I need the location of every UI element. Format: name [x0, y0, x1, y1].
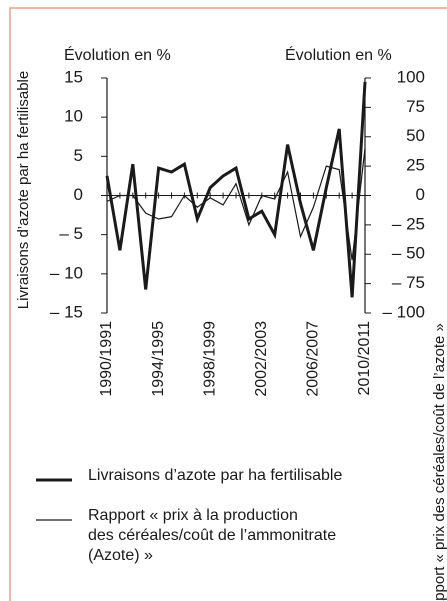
- y2-tick-label: – 100: [382, 302, 425, 321]
- x-tick-label: 1990/1991: [98, 321, 115, 397]
- y2-tick-label: 0: [416, 185, 425, 204]
- y-axis-label: Livraisons d’azote par ha fertilisable: [15, 71, 32, 309]
- y-tick-label: 5: [74, 146, 83, 165]
- series-line: [106, 148, 366, 261]
- x-tick-label: 2006/2007: [305, 321, 322, 397]
- x-tick-label: 2010/2011: [356, 321, 373, 396]
- y-tick-label: 10: [64, 107, 83, 126]
- y2-tick-label: – 25: [392, 214, 425, 233]
- legend-label: Rapport « prix à la production des céréa…: [88, 507, 337, 564]
- y2-tick-label: 50: [406, 126, 425, 145]
- series-line: [105, 81, 367, 298]
- y2-tick-label: 100: [397, 67, 425, 86]
- y2-tick-label: – 50: [392, 244, 425, 263]
- y2-tick-label: – 75: [392, 273, 425, 292]
- x-tick-label: 2002/2003: [253, 321, 270, 397]
- y2-axis-label: Rapport « prix des céréales/coût de l’az…: [431, 323, 447, 601]
- y-tick-label: 0: [74, 185, 83, 204]
- y-tick-label: – 5: [59, 224, 83, 243]
- frame: [9, 7, 447, 601]
- legend-label: Livraisons d’azote par ha fertilisable: [88, 467, 343, 484]
- y-tick-label: – 15: [50, 302, 83, 321]
- x-tick-label: 1998/1999: [201, 321, 218, 397]
- y-title: Évolution en %: [64, 45, 171, 64]
- x-tick-label: 1994/1995: [150, 321, 167, 397]
- y-tick-label: – 10: [50, 263, 83, 282]
- y2-title: Évolution en %: [285, 45, 392, 64]
- y2-tick-label: 75: [406, 97, 425, 116]
- y2-tick-label: 25: [406, 156, 425, 175]
- y-tick-label: 15: [64, 67, 83, 86]
